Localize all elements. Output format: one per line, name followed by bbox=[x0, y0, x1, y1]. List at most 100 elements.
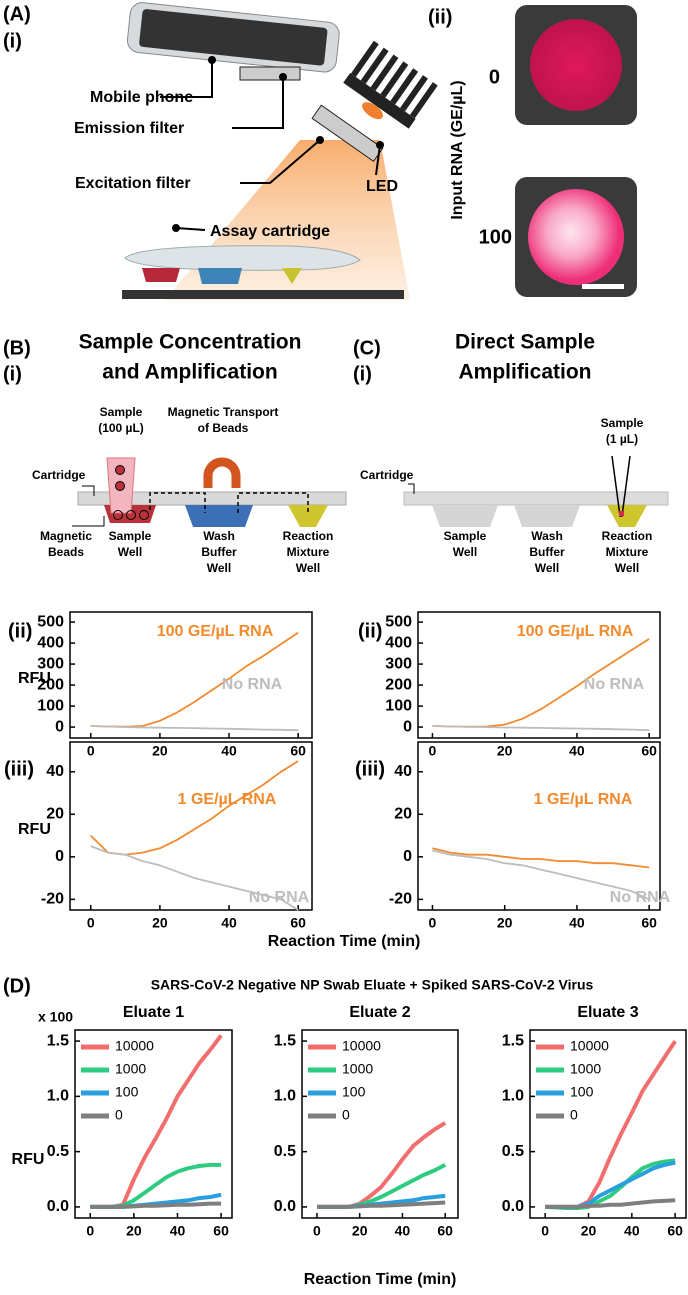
x-tick-label: 60 bbox=[437, 1223, 453, 1239]
legend-label: 10000 bbox=[570, 1038, 609, 1054]
diagram-label: Cartridge bbox=[360, 468, 414, 482]
bead bbox=[126, 510, 136, 520]
y-tick-label: 0 bbox=[55, 718, 64, 735]
plot-frame bbox=[69, 611, 313, 739]
legend-label: 0 bbox=[342, 1107, 350, 1123]
legend-label: 10000 bbox=[115, 1038, 154, 1054]
x-tick-label: 20 bbox=[152, 915, 168, 931]
series-line bbox=[90, 725, 299, 732]
well-red bbox=[142, 268, 180, 282]
leader-lines bbox=[408, 483, 415, 494]
series-line bbox=[90, 1034, 223, 1209]
x-tick-label: 20 bbox=[352, 1223, 368, 1239]
panel-title: Sample Concentration bbox=[79, 331, 302, 354]
x-tick-label: 40 bbox=[395, 1223, 411, 1239]
y-tick-label: 40 bbox=[394, 763, 412, 780]
led-heatsink bbox=[343, 40, 438, 129]
y-tick-label: 0.0 bbox=[274, 1198, 296, 1215]
panel-title: and Amplification bbox=[102, 361, 277, 384]
diagram-label: Well bbox=[615, 561, 639, 575]
phone bbox=[126, 2, 340, 73]
leader-dot bbox=[279, 73, 287, 81]
well-spot bbox=[528, 189, 624, 285]
y-tick-label: 200 bbox=[37, 676, 64, 693]
y-tick-label: 0 bbox=[403, 718, 412, 735]
part-label: Emission filter bbox=[74, 120, 184, 137]
y-tick-label: -20 bbox=[389, 891, 412, 908]
diagram-label: Buffer bbox=[529, 545, 565, 559]
scale-bar bbox=[582, 284, 624, 289]
y-tick-label: 0.5 bbox=[502, 1143, 524, 1160]
x-tick-label: 20 bbox=[497, 743, 513, 759]
sub-label: (i) bbox=[3, 363, 22, 385]
series-label: 100 GE/µL RNA bbox=[517, 623, 634, 640]
bead bbox=[113, 510, 123, 520]
x-tick-label: 60 bbox=[667, 1223, 683, 1239]
well-spot bbox=[530, 19, 622, 111]
series-label: 100 GE/µL RNA bbox=[157, 623, 274, 640]
y-tick-label: 0.0 bbox=[47, 1198, 69, 1215]
setup-drawing bbox=[122, 2, 438, 300]
reaction-well bbox=[288, 505, 328, 527]
diagram-c bbox=[403, 455, 669, 527]
sub-label: (i) bbox=[353, 363, 372, 385]
y-tick-label: 1.5 bbox=[274, 1032, 296, 1049]
y-tick-label: 1.0 bbox=[47, 1088, 69, 1105]
row-label: 100 bbox=[479, 226, 512, 248]
legend-label: 1000 bbox=[115, 1061, 146, 1077]
legend-label: 0 bbox=[115, 1107, 123, 1123]
phone-screen bbox=[139, 9, 328, 66]
x-tick-label: 40 bbox=[624, 1223, 640, 1239]
part-label: Assay cartridge bbox=[210, 223, 330, 240]
y-tick-label: 1.0 bbox=[274, 1088, 296, 1105]
diagram-label: Sample bbox=[109, 529, 152, 543]
x-tick-label: 40 bbox=[221, 743, 237, 759]
y-tick-label: 300 bbox=[37, 655, 64, 672]
x-tick-label: 40 bbox=[569, 915, 585, 931]
y-tick-label: 400 bbox=[385, 634, 412, 651]
sub-label: (i) bbox=[3, 30, 22, 52]
legend-label: 100 bbox=[570, 1084, 594, 1100]
legend-label: 0 bbox=[570, 1107, 578, 1123]
x-tick-label: 40 bbox=[221, 915, 237, 931]
series-label: 1 GE/µL RNA bbox=[534, 791, 633, 808]
x-tick-label: 60 bbox=[213, 1223, 229, 1239]
x-tick-label: 0 bbox=[313, 1223, 321, 1239]
sub-label: (iii) bbox=[355, 758, 385, 780]
legend-label: 10000 bbox=[342, 1038, 381, 1054]
diagram-label: Beads bbox=[48, 545, 84, 559]
y-tick-label: 0.5 bbox=[47, 1143, 69, 1160]
heatsink-fins bbox=[350, 40, 438, 119]
x-tick-label: 60 bbox=[641, 743, 657, 759]
y-tick-label: 0 bbox=[403, 848, 412, 865]
bead bbox=[139, 510, 149, 520]
plot-frame bbox=[417, 741, 661, 911]
diagram-label: Wash bbox=[531, 529, 563, 543]
plot-frame bbox=[529, 1029, 687, 1219]
y-axis-label: RFU bbox=[18, 821, 51, 838]
series-line bbox=[90, 845, 299, 911]
diagram-label: Wash bbox=[203, 529, 235, 543]
panel-label: (A) bbox=[3, 3, 31, 25]
plot-frame bbox=[74, 1029, 233, 1219]
chart-title: Eluate 1 bbox=[123, 1004, 184, 1021]
x-tick-label: 20 bbox=[497, 915, 513, 931]
leader-lines bbox=[160, 60, 381, 231]
y-tick-label: 0 bbox=[55, 848, 64, 865]
wash-well bbox=[185, 505, 253, 527]
diagram-label: Reaction bbox=[283, 529, 334, 543]
x-tick-label: 60 bbox=[641, 915, 657, 931]
cartridge-bar bbox=[403, 491, 669, 506]
bead bbox=[115, 465, 125, 475]
series-line bbox=[317, 1121, 447, 1209]
series-line bbox=[545, 1198, 676, 1209]
y-tick-label: 500 bbox=[37, 613, 64, 630]
axis-label: Input RNA (GE/µL) bbox=[449, 80, 466, 219]
legend-label: 1000 bbox=[342, 1061, 373, 1077]
reaction-well bbox=[607, 505, 647, 527]
diagram-label: Sample bbox=[444, 529, 487, 543]
y-tick-label: 100 bbox=[37, 697, 64, 714]
series-line bbox=[90, 1201, 222, 1209]
series-label: No RNA bbox=[249, 889, 310, 906]
